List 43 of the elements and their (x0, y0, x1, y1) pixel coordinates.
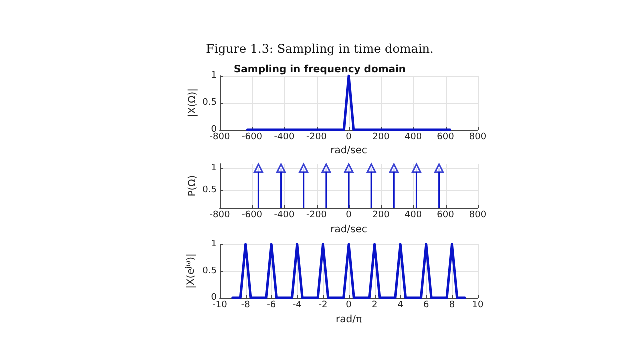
y-tick-label: 0.5 (202, 266, 217, 276)
x-tick-label: 6 (424, 300, 430, 310)
x-tick-label: 600 (437, 210, 455, 221)
x-tick-label: 0 (346, 210, 352, 221)
chart-title: Figure 1.3: Sampling in time domain. (206, 42, 434, 56)
y-axis-title: |X(Ω)| (188, 88, 198, 118)
x-tick-label: 0 (346, 300, 352, 310)
x-tick-label: 10 (472, 300, 484, 310)
x-tick-label: 200 (372, 210, 390, 221)
y-tick-label: 0.5 (202, 98, 217, 108)
x-tick-label: -200 (306, 132, 328, 142)
x-tick-label: 2 (372, 300, 378, 310)
x-tick-label: 0 (346, 132, 352, 142)
y-tick-label: 1 (211, 240, 217, 250)
x-tick-label: -8 (241, 300, 251, 310)
x-tick-label: -4 (292, 300, 302, 310)
x-tick-label: 600 (437, 132, 455, 142)
x-tick-label: 8 (449, 300, 456, 310)
x-tick-label: -800 (210, 210, 230, 221)
x-tick-label: -2 (318, 300, 328, 310)
x-tick-label: 800 (469, 210, 487, 221)
x-axis-title: rad/sec (330, 146, 368, 156)
x-tick-label: -10 (212, 300, 228, 310)
chart-subtitle: Sampling in frequency domain (234, 64, 406, 76)
x-tick-label: -200 (306, 210, 328, 221)
y-tick-label: 1 (211, 71, 217, 81)
x-tick-label: 400 (404, 210, 422, 221)
y-axis-title: P(Ω) (188, 175, 198, 197)
x-tick-label: 800 (469, 132, 487, 142)
y-tick-label: 0 (211, 293, 218, 303)
x-axis-title: rad/sec (330, 224, 368, 236)
y-tick-label: 1 (211, 163, 217, 174)
x-tick-label: -6 (267, 300, 276, 310)
x-tick-label: -400 (274, 210, 295, 221)
x-tick-label: -600 (242, 132, 263, 142)
x-tick-label: 200 (372, 132, 390, 142)
x-tick-label: -800 (210, 132, 230, 142)
x-tick-label: 4 (398, 300, 404, 310)
x-tick-label: -600 (242, 210, 263, 221)
y-tick-label: 0.5 (202, 185, 217, 196)
x-tick-label: 400 (404, 132, 422, 142)
x-axis-title: rad/π (336, 314, 362, 326)
x-tick-label: -400 (274, 132, 295, 142)
